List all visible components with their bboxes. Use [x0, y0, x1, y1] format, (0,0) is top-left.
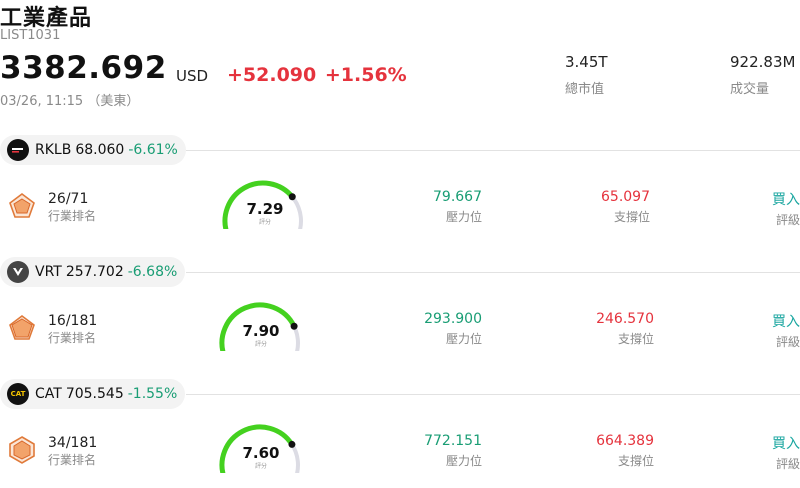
currency-unit: USD: [176, 67, 209, 85]
score-value: 7.90: [242, 322, 280, 340]
resistance-label: 壓力位: [445, 332, 482, 346]
stock-price: 68.060: [75, 142, 125, 158]
support-label: 支撐位: [617, 454, 654, 468]
support-value: 246.570: [596, 311, 654, 327]
rating-label: 評級: [775, 457, 800, 471]
rating-label: 評級: [775, 335, 800, 349]
score-gauge: [219, 424, 300, 473]
page-title: 工業產品: [0, 6, 93, 31]
vertiv-logo-icon: [7, 261, 29, 283]
industry-rank-value: 16/181: [48, 313, 98, 329]
industry-rank-label: 行業排名: [48, 209, 97, 223]
stock-ticker: RKLB: [35, 142, 72, 158]
resistance-value: 79.667: [433, 189, 482, 205]
stock-chip-rklb[interactable]: RKLB 68.060 -6.61%: [0, 135, 186, 165]
index-change: +52.090 +1.56%: [227, 64, 407, 86]
support-value: 664.389: [596, 433, 654, 449]
rank-pentagon-icon: [9, 193, 35, 218]
stock-ticker: CAT: [35, 386, 62, 402]
industry-rank-value: 26/71: [48, 191, 89, 207]
stock-change-percent: -1.55%: [127, 386, 178, 402]
stock-change-percent: -6.68%: [127, 264, 178, 280]
caterpillar-logo-text: CAT: [10, 390, 26, 398]
score-value: 7.29: [246, 200, 284, 218]
market-cap-label: 總市值: [565, 82, 605, 97]
caterpillar-logo-icon: CAT: [7, 383, 29, 405]
score-label: 評分: [254, 341, 267, 348]
stock-chip-vrt[interactable]: VRT 257.702 -6.68%: [0, 257, 186, 287]
score-label: 評分: [258, 219, 271, 226]
score-label: 評分: [254, 463, 267, 470]
score-gauge: [219, 302, 300, 351]
rating-value[interactable]: 買入: [772, 192, 800, 208]
volume-value: 922.83M: [730, 53, 796, 71]
resistance-label: 壓力位: [445, 210, 482, 224]
section-divider: [186, 394, 800, 395]
stock-change-percent: -6.61%: [128, 142, 178, 158]
rating-value[interactable]: 買入: [772, 314, 800, 330]
index-price: 3382.692: [0, 50, 167, 86]
market-cap-value: 3.45T: [565, 53, 608, 71]
stock-price: 705.545: [65, 386, 124, 402]
section-divider: [186, 272, 800, 273]
stock-chip-cat[interactable]: CAT CAT 705.545 -1.55%: [0, 379, 186, 409]
resistance-value: 772.151: [424, 433, 482, 449]
support-label: 支撐位: [617, 332, 654, 346]
rocket-lab-logo-icon: [7, 139, 29, 161]
quote-datetime: 03/26, 11:15 （美東）: [0, 94, 140, 109]
industry-rank-value: 34/181: [48, 435, 98, 451]
rank-hexagon-icon: [9, 436, 35, 464]
score-value: 7.60: [242, 444, 280, 462]
rating-label: 評級: [775, 213, 800, 227]
change-percent: +1.56%: [324, 64, 407, 86]
index-code: LIST1031: [0, 28, 61, 43]
volume-label: 成交量: [730, 82, 770, 97]
stock-price: 257.702: [65, 264, 124, 280]
resistance-value: 293.900: [424, 311, 482, 327]
score-gauge: [222, 180, 303, 229]
section-divider: [186, 150, 800, 151]
support-label: 支撐位: [613, 210, 650, 224]
industry-rank-label: 行業排名: [48, 453, 97, 467]
stock-ticker: VRT: [35, 264, 62, 280]
resistance-label: 壓力位: [445, 454, 482, 468]
industry-rank-label: 行業排名: [48, 331, 97, 345]
support-value: 65.097: [601, 189, 650, 205]
rating-value[interactable]: 買入: [772, 436, 800, 452]
rank-pentagon-icon: [9, 315, 35, 340]
change-value: +52.090: [227, 64, 317, 86]
